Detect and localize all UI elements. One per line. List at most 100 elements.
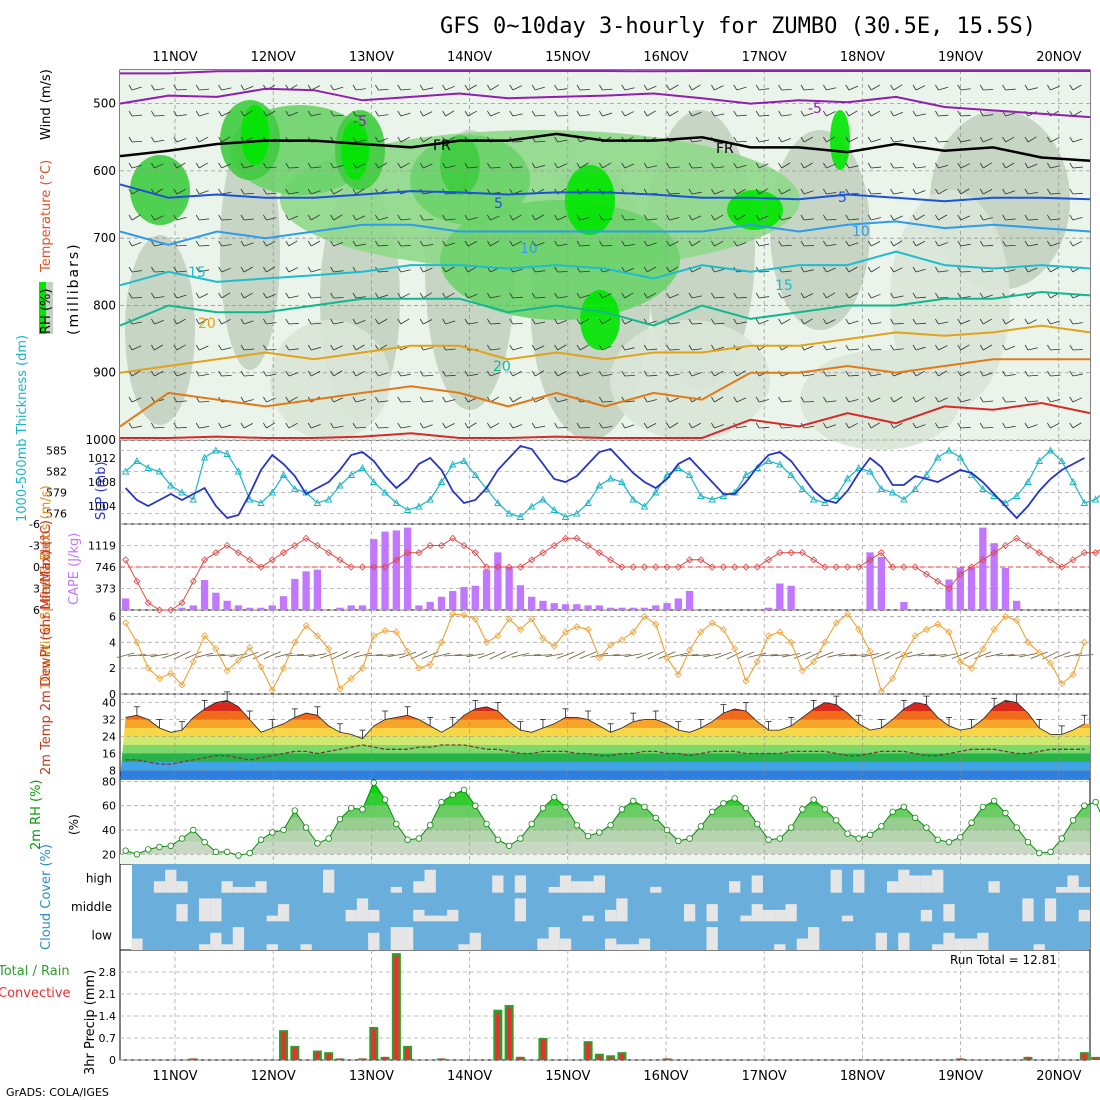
ua-wind-barb [400,373,411,377]
ua-wind-barb [243,85,254,91]
cloud-patch [413,909,425,922]
ua-wind-barb [221,374,232,377]
ua-wind-barb [960,371,970,377]
ua-wind-barb [176,89,187,91]
ua-wind-barb-flag [823,370,827,377]
cloud-patch [650,886,662,893]
precip-legend-total: Total / Rain [0,964,70,979]
thickness-tick: 582 [46,466,67,479]
ua-wind-barb [445,423,455,429]
ua-wind-barb-flag [151,240,155,247]
isotherm-label: 20 [198,316,216,332]
thickness-point [494,499,502,506]
lifted-point [167,606,175,614]
ua-wind-barb [736,370,746,377]
ua-wind-barb [848,399,859,403]
ua-wind-barb-flag [1024,162,1029,169]
ua-wind-barb-flag [151,136,155,143]
cape-bar [539,600,547,610]
lifted-point [753,563,761,571]
thickness-point [200,453,209,461]
rh-point [562,803,569,811]
cloud-patch [368,932,380,950]
ua-wind-barb [781,270,792,273]
wind-speed-point [1069,671,1077,679]
wind-barb [612,654,631,657]
precip-panel: 00.71.42.12.8 [99,950,1100,1067]
ua-wind-barb [1027,267,1038,273]
precip-convective-bar [326,1053,331,1060]
ua-wind-barb [400,112,411,117]
cloud-patch [176,881,188,893]
ua-wind-barb [1005,190,1016,195]
ua-wind-barb-flag [464,266,469,273]
lifted-point [494,563,502,571]
ua-wind-barb-flag [935,188,939,195]
ua-wind-barb-flag [173,266,178,273]
thickness-point [347,471,355,478]
ua-wind-barb [803,345,814,351]
ua-wind-barb-flag [263,240,267,247]
ua-wind-barb-flag [688,422,693,429]
cape-bar [279,596,288,610]
ua-wind-barb-flag [755,188,760,195]
lifted-point [843,563,852,571]
ua-wind-barb-flag [621,344,626,351]
ua-wind-barb-flag [666,84,670,91]
wind-speed-point [505,615,513,623]
wind-barb [206,654,225,657]
rh-tick: 60 [102,800,116,813]
rh-point [381,796,389,803]
ua-wind-barb [154,115,165,117]
wind-barb [297,654,316,657]
thickness-point [618,478,626,485]
ua-wind-barb [1005,345,1015,351]
temp-tick: 32 [102,714,116,727]
ua-wind-barb [378,89,389,91]
wind-speed-point [821,638,829,646]
ua-wind-barb-flag [666,214,670,221]
ua-wind-barb-flag [307,318,312,325]
ua-wind-barb-flag [778,136,782,143]
ua-wind-barb [423,400,434,403]
ua-wind-barb [512,296,523,299]
lifted-point [302,534,310,542]
ua-wind-barb [333,345,343,351]
wind-speed-point [325,645,333,653]
ua-wind-barb-flag [263,162,267,169]
dewpoint-line [125,744,1085,765]
ua-wind-barb-flag [240,110,245,117]
precip-convective-bar [1025,1056,1031,1060]
rh-point [742,804,750,812]
ua-wind-barb-flag [464,84,469,91]
ua-wind-barb-flag [464,370,469,377]
rh-line [125,781,1100,857]
rh-point [776,835,784,842]
lifted-point [607,556,615,564]
ua-wind-barb-flag [263,318,267,325]
lifted-point [855,563,863,571]
ua-wind-barb-flag [509,110,514,117]
ua-wind-barb [826,87,837,91]
wind-barb [432,652,451,658]
lifted-point [731,563,739,571]
rh-point [945,838,953,846]
ua-wind-barb-flag [733,136,738,143]
ua-wind-barb-flag [397,162,402,169]
ua-wind-barb [893,84,903,91]
ua-wind-barb-flag [375,214,379,221]
thickness-point [1091,495,1100,503]
rh-point [415,835,423,842]
ua-wind-barb [378,216,389,221]
ua-wind-barb-flag [666,266,670,273]
ua-wind-barb-flag [195,396,200,403]
lifted-point [821,563,829,571]
cloud-patch [796,938,809,950]
ua-wind-barb [781,426,792,429]
cape-bar [415,605,423,610]
ua-wind-barb-flag [912,396,917,403]
ua-wind-barb-flag [442,318,446,325]
cloud-patch [131,938,143,950]
isotherm-line [119,324,1091,374]
thickness-point [415,502,423,510]
